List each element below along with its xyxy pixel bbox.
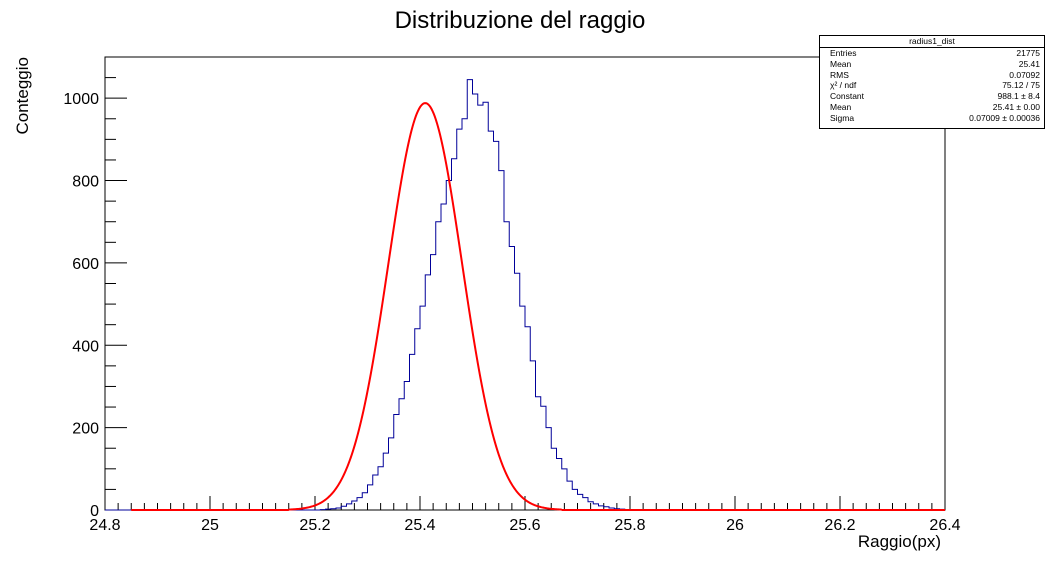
histogram-bin xyxy=(473,94,478,510)
stats-row: Sigma 0.07009 ± 0.00036 xyxy=(820,113,1044,124)
x-axis-label: Raggio(px) xyxy=(858,532,941,551)
y-tick-label: 800 xyxy=(72,174,99,191)
x-tick-label: 26.4 xyxy=(929,517,960,534)
histogram-bin xyxy=(457,129,462,510)
histogram-bin xyxy=(357,498,362,510)
stats-row-label: Entries xyxy=(830,48,857,58)
x-axis-ticks: 24.8 25 25.2 25.4 25.6 25.8 26 26.2 26.4 xyxy=(89,496,961,534)
histogram-bin xyxy=(404,382,409,510)
x-tick-label: 25.4 xyxy=(404,517,435,534)
x-tick-label: 25.6 xyxy=(509,517,540,534)
histogram-bin xyxy=(425,275,430,510)
stats-row-value: 25.41 xyxy=(1018,58,1040,69)
y-axis-label: Conteggio xyxy=(13,57,32,135)
stats-row: RMS 0.07092 xyxy=(820,70,1044,81)
histogram-bin xyxy=(578,494,583,510)
histogram-outline xyxy=(105,79,945,511)
y-tick-label: 0 xyxy=(90,503,99,520)
chart-title: Distribuzione del raggio xyxy=(395,7,646,34)
histogram-bin xyxy=(520,306,525,510)
stats-row-label: RMS xyxy=(830,69,849,80)
histogram-bin xyxy=(504,222,509,510)
histogram-bin xyxy=(478,105,483,510)
histogram-bin xyxy=(509,246,514,510)
x-tick-label: 25 xyxy=(201,517,219,534)
stats-row-label: Sigma xyxy=(830,112,855,123)
histogram-bin xyxy=(394,414,399,510)
x-tick-label: 25.8 xyxy=(614,517,645,534)
x-tick-label: 24.8 xyxy=(89,517,120,534)
histogram-bin xyxy=(541,406,546,510)
histogram-bin xyxy=(441,204,446,510)
histogram-bin xyxy=(525,327,530,510)
stats-row-value: 21775 xyxy=(1016,48,1040,58)
histogram-bin xyxy=(431,255,436,510)
stats-row: Mean 25.41 xyxy=(820,59,1044,70)
histogram-bin xyxy=(399,399,404,510)
histogram-bin xyxy=(415,329,420,510)
stats-row-value: 0.07092 xyxy=(1009,69,1040,80)
histogram-bin xyxy=(383,453,388,510)
y-tick-label: 1000 xyxy=(63,91,99,108)
y-axis-ticks: 0 200 400 600 800 1000 xyxy=(63,56,127,520)
y-tick-label: 200 xyxy=(72,421,99,438)
histogram-bin xyxy=(557,459,562,510)
histogram-bin xyxy=(583,498,588,510)
y-tick-label: 600 xyxy=(72,256,99,273)
stats-row-label: Constant xyxy=(830,91,865,102)
histogram-bin xyxy=(536,397,541,510)
histogram-bin xyxy=(467,80,472,510)
x-tick-label: 26 xyxy=(726,517,744,534)
stats-row-value: 0.07009 ± 0.00036 xyxy=(969,112,1040,123)
histogram-bin xyxy=(446,181,451,510)
histogram-bin xyxy=(546,428,551,510)
stats-row-label: χ² / ndf xyxy=(830,80,857,91)
y-tick-label: 400 xyxy=(72,338,99,355)
stats-row-value: 988.1 ± 8.4 xyxy=(997,91,1040,102)
histogram-bin xyxy=(483,102,488,510)
histogram-bin xyxy=(572,489,577,510)
histogram-bin xyxy=(341,506,346,510)
histogram-bin xyxy=(410,354,415,510)
histogram-bins xyxy=(320,80,630,510)
stats-row: χ² / ndf 75.12 / 75 xyxy=(820,80,1044,91)
histogram-bin xyxy=(488,131,493,510)
histogram-bin xyxy=(420,306,425,510)
stats-row-value: 25.41 ± 0.00 xyxy=(992,101,1040,112)
stats-row: Mean 25.41 ± 0.00 xyxy=(820,102,1044,113)
stats-row: Entries 21775 xyxy=(820,48,1044,59)
stats-row-label: Mean xyxy=(830,101,852,112)
stats-rows: Entries 21775 Mean 25.41 RMS 0.07092 χ² / ndf 7… xyxy=(820,48,1044,124)
histogram-bin xyxy=(347,504,352,510)
histogram-bin xyxy=(389,438,394,510)
stats-box: radius1_dist Entries 21775 Mean 25.41 RMS 0.0… xyxy=(819,35,1045,129)
stats-row-value: 75.12 / 75 xyxy=(1002,80,1040,91)
gaussian-fit-curve xyxy=(131,102,945,511)
histogram-bin xyxy=(436,222,441,510)
histogram-bin xyxy=(530,361,535,510)
histogram-bin xyxy=(462,119,467,510)
histogram-bin xyxy=(373,475,378,510)
histogram-bin xyxy=(515,273,520,510)
histogram-bin xyxy=(567,481,572,510)
stats-row: Constant 988.1 ± 8.4 xyxy=(820,91,1044,102)
histogram-bin xyxy=(368,485,373,510)
histogram-bin xyxy=(551,448,556,510)
histogram-bin xyxy=(362,493,367,510)
stats-row-label: Mean xyxy=(830,58,852,69)
stats-box-title: radius1_dist xyxy=(820,36,1044,48)
x-tick-label: 26.2 xyxy=(824,517,855,534)
x-tick-label: 25.2 xyxy=(299,517,330,534)
